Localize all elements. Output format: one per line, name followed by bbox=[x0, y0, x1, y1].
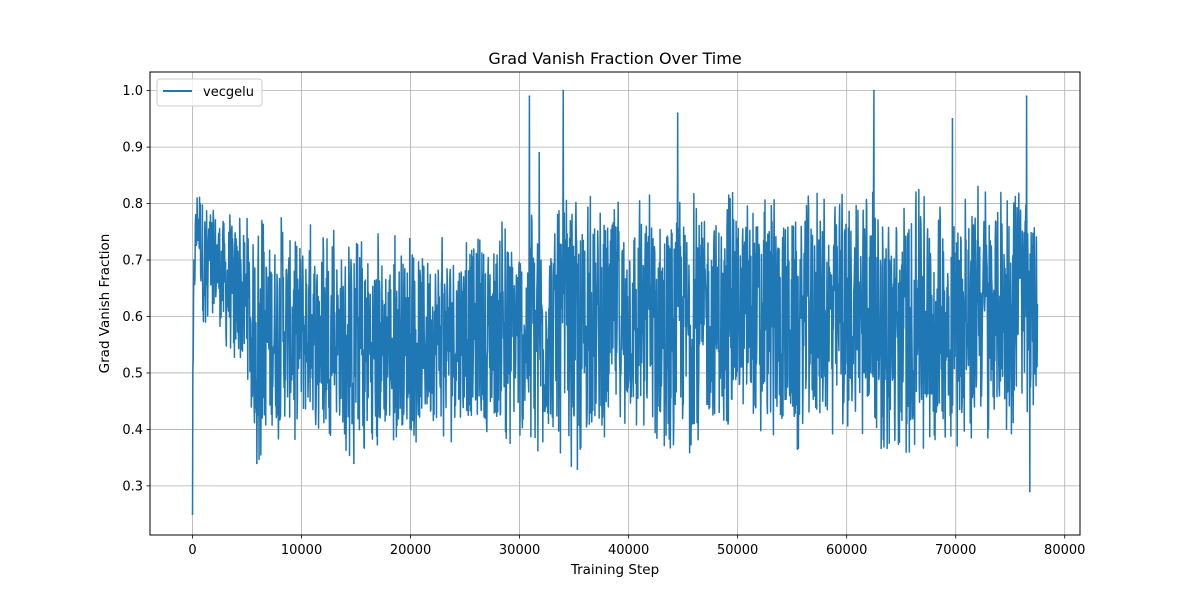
dip-mark bbox=[576, 468, 579, 470]
spike-mark bbox=[528, 95, 531, 98]
x-tick-label: 50000 bbox=[717, 543, 758, 558]
spike-mark bbox=[676, 112, 679, 115]
y-tick-label: 1.0 bbox=[122, 84, 143, 99]
dip-mark bbox=[191, 513, 194, 516]
y-tick-label: 0.6 bbox=[122, 310, 143, 325]
legend-box bbox=[156, 78, 263, 107]
x-tick-label: 30000 bbox=[499, 543, 540, 558]
x-axis-label: Training Step bbox=[570, 562, 659, 578]
x-tick-label: 20000 bbox=[390, 543, 431, 558]
series-line-vecgelu bbox=[191, 89, 1039, 515]
spike-mark bbox=[562, 89, 565, 92]
axes-frame bbox=[149, 71, 1081, 536]
x-tick-label: 0 bbox=[188, 543, 196, 558]
y-axis: 0.3 0.4 0.5 0.6 0.7 0.8 0.9 1.0 bbox=[122, 84, 150, 494]
y-tick-label: 0.3 bbox=[122, 479, 143, 494]
spike-mark bbox=[1025, 95, 1028, 98]
spike-mark bbox=[873, 89, 875, 92]
y-axis-label: Grad Vanish Fraction bbox=[97, 234, 113, 374]
x-tick-label: 80000 bbox=[1044, 543, 1085, 558]
y-tick-label: 0.9 bbox=[122, 141, 143, 156]
chart-title: Grad Vanish Fraction Over Time bbox=[488, 49, 741, 68]
x-tick-label: 70000 bbox=[935, 543, 976, 558]
legend: vecgelu bbox=[156, 78, 263, 107]
y-tick-label: 0.8 bbox=[122, 197, 143, 212]
plot-area bbox=[191, 89, 1039, 516]
spike-mark bbox=[951, 117, 954, 120]
spike-mark bbox=[538, 151, 541, 154]
x-tick-label: 10000 bbox=[281, 543, 322, 558]
y-tick-label: 0.7 bbox=[122, 254, 143, 269]
legend-label-vecgelu: vecgelu bbox=[203, 85, 254, 100]
x-tick-label: 60000 bbox=[826, 543, 867, 558]
x-tick-label: 40000 bbox=[608, 543, 649, 558]
dip-mark bbox=[1028, 490, 1031, 493]
dip-mark bbox=[255, 462, 258, 465]
y-tick-label: 0.4 bbox=[122, 423, 143, 438]
y-tick-label: 0.5 bbox=[122, 366, 143, 381]
dip-mark bbox=[352, 462, 355, 465]
x-axis: 0 10000 20000 30000 40000 50000 60000 70000 8000… bbox=[188, 535, 1085, 558]
